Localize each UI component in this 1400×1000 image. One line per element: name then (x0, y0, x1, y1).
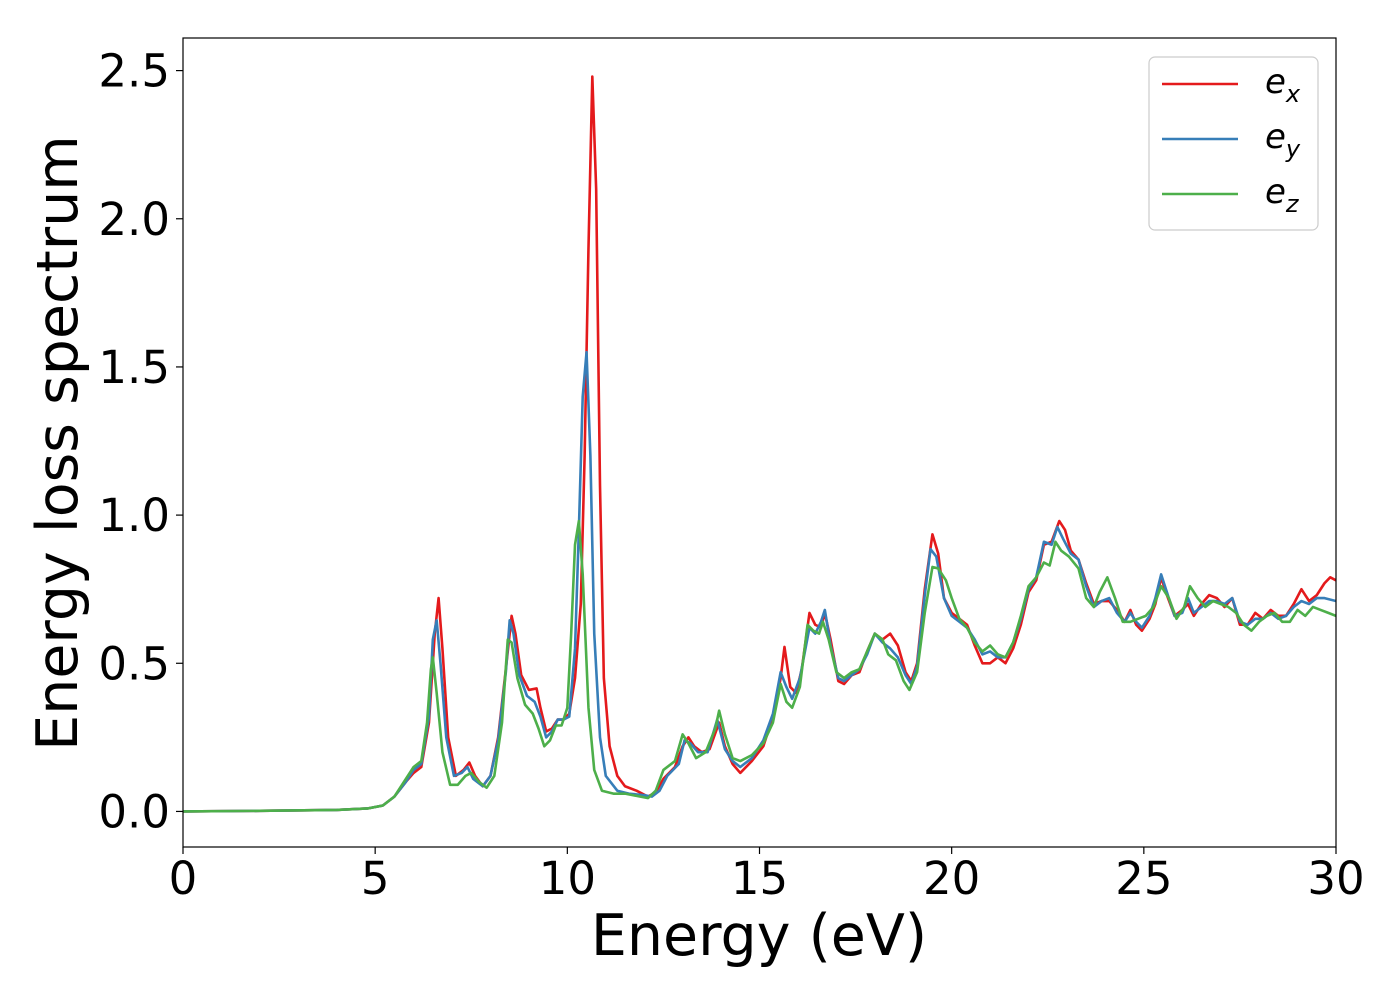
series-lines (183, 75, 1336, 813)
legend-label-ez: ez (1265, 172, 1300, 218)
legend-label-ey: ey (1265, 117, 1301, 163)
y-tick-label: 1.5 (98, 341, 170, 394)
legend-box (1148, 56, 1319, 231)
series-line-ez (183, 519, 1336, 813)
x-tick-label: 30 (1307, 852, 1364, 905)
legend-label-ex: ex (1265, 62, 1301, 108)
x-tick-label: 5 (361, 852, 390, 905)
x-tick-label: 25 (1115, 852, 1172, 905)
x-tick-label: 20 (923, 852, 980, 905)
series-line-ey (183, 350, 1336, 813)
x-tick-label: 10 (539, 852, 596, 905)
x-tick-label: 0 (169, 852, 198, 905)
y-tick-label: 0.0 (98, 785, 170, 838)
y-tick-label: 2.0 (98, 193, 170, 246)
axis-ticks: 0 5 10 15 20 25 30 0.0 0.5 1.0 1.5 2.0 2.5 (98, 45, 1364, 905)
x-axis-label: Energy (eV) (591, 903, 927, 969)
y-tick-label: 0.5 (98, 637, 170, 690)
legend: ex ey ez (1148, 56, 1319, 231)
y-tick-label: 1.0 (98, 489, 170, 542)
x-tick-label: 15 (731, 852, 788, 905)
y-tick-label: 2.5 (98, 45, 170, 98)
y-axis-label: Energy loss spectrum (25, 135, 91, 751)
